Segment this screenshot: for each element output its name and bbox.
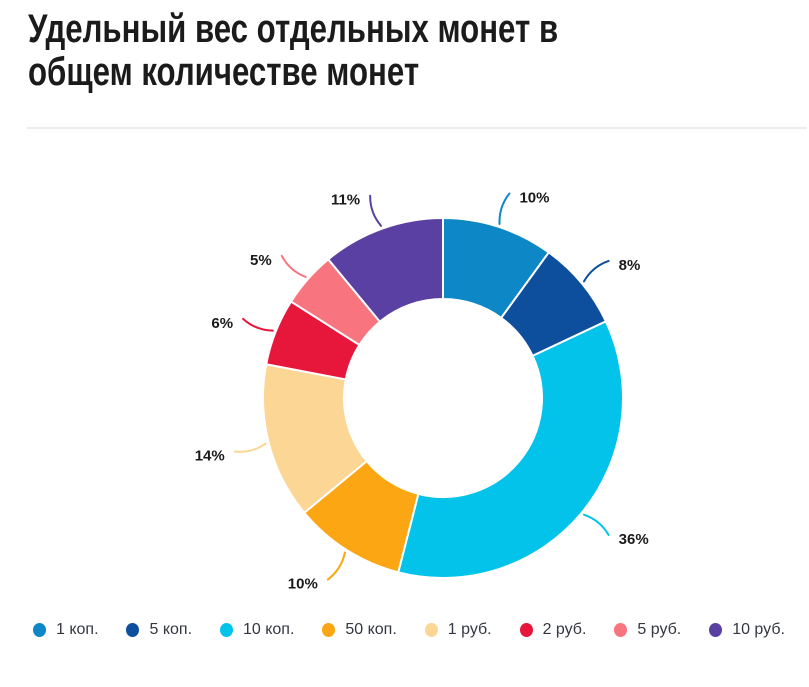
legend-label: 5 руб.	[637, 621, 682, 638]
percent-label: 36%	[619, 531, 649, 548]
label-connector	[326, 551, 346, 581]
percent-label: 10%	[519, 190, 549, 207]
legend-label: 1 коп.	[56, 621, 99, 638]
label-connector	[233, 442, 267, 453]
chart-legend: 1 коп. 5 коп. 10 коп. 50 коп. 1 руб. 2 р…	[33, 620, 785, 640]
label-connector	[242, 317, 274, 332]
legend-label: 10 руб.	[732, 621, 785, 638]
percent-label: 10%	[288, 576, 318, 593]
legend-label: 2 руб.	[542, 621, 587, 638]
percent-label: 8%	[619, 257, 641, 274]
legend-item[interactable]: 1 руб.	[424, 620, 492, 640]
donut-chart: 10% 8% 36% 10% 14% 6% 5% 11%	[195, 190, 649, 593]
label-connector	[498, 192, 511, 225]
legend-marker-icon	[709, 623, 723, 637]
percent-label: 6%	[211, 315, 233, 332]
legend-item[interactable]: 2 руб.	[519, 620, 587, 640]
label-connector	[583, 513, 610, 537]
donut-segment[interactable]	[326, 216, 444, 324]
legend-item[interactable]: 1 коп.	[33, 620, 99, 640]
percent-label: 14%	[195, 447, 225, 464]
legend-item[interactable]: 50 коп.	[322, 620, 397, 640]
label-connector	[280, 254, 307, 278]
legend-item[interactable]: 10 руб.	[709, 620, 785, 640]
legend-marker-icon	[614, 623, 628, 637]
legend-item[interactable]: 5 руб.	[614, 620, 681, 640]
legend-item[interactable]: 10 коп.	[219, 620, 295, 640]
legend-label: 10 коп.	[242, 621, 295, 638]
percent-label: 11%	[331, 192, 360, 209]
legend-marker-icon	[126, 623, 140, 637]
donut-segment[interactable]	[397, 320, 624, 579]
legend-marker-icon	[322, 623, 336, 637]
legend-item[interactable]: 5 коп.	[126, 620, 192, 640]
legend-marker-icon	[424, 623, 438, 637]
legend-marker-icon	[219, 623, 233, 637]
divider	[27, 127, 807, 129]
label-connector	[583, 259, 610, 283]
legend-label: 1 руб.	[447, 621, 492, 638]
legend-label: 5 коп.	[149, 621, 193, 638]
legend-label: 50 коп.	[345, 621, 397, 638]
legend-marker-icon	[519, 623, 533, 637]
legend-marker-icon	[33, 623, 46, 637]
label-connector	[369, 194, 383, 227]
chart-title: Удельный вес отдельных монет в общем кол…	[28, 7, 559, 94]
percent-label: 5%	[250, 252, 272, 269]
